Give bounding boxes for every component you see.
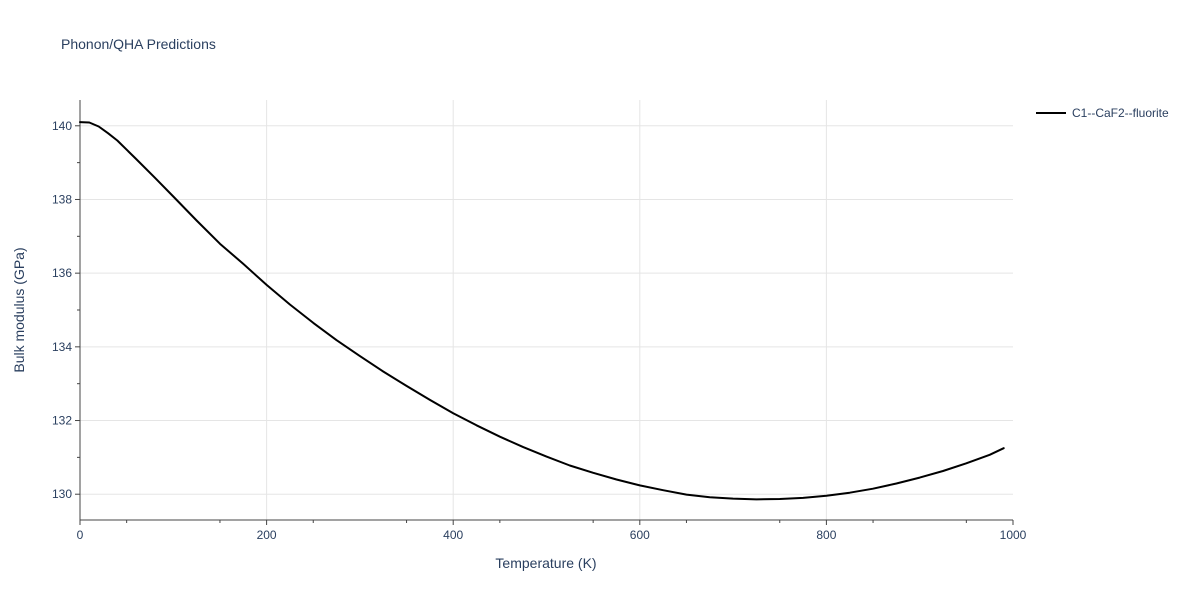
x-tick-label: 600: [630, 528, 650, 542]
x-tick-label: 0: [77, 528, 84, 542]
legend-line-swatch: [1036, 112, 1066, 114]
y-axis-label: Bulk modulus (GPa): [11, 247, 27, 372]
y-tick-label: 130: [52, 487, 72, 501]
y-tick-label: 136: [52, 266, 72, 280]
gridlines: [80, 100, 1013, 520]
series-line: [79, 121, 1005, 501]
x-tick-label: 1000: [1000, 528, 1027, 542]
x-axis-label: Temperature (K): [495, 555, 596, 571]
y-tick-label: 138: [52, 192, 72, 206]
x-tick-label: 200: [257, 528, 277, 542]
x-tick-label: 400: [443, 528, 463, 542]
y-tick-label: 140: [52, 119, 72, 133]
series-layer: [79, 121, 1005, 501]
y-tick-label: 134: [52, 340, 72, 354]
axes: 0 200 400 600 800 1000 130 132 134 136 138 140: [52, 100, 1027, 542]
chart-title: Phonon/QHA Predictions: [61, 36, 216, 52]
y-tick-label: 132: [52, 414, 72, 428]
legend-label: C1--CaF2--fluorite: [1072, 106, 1169, 120]
legend[interactable]: C1--CaF2--fluorite: [1036, 106, 1169, 120]
x-tick-label: 800: [816, 528, 836, 542]
